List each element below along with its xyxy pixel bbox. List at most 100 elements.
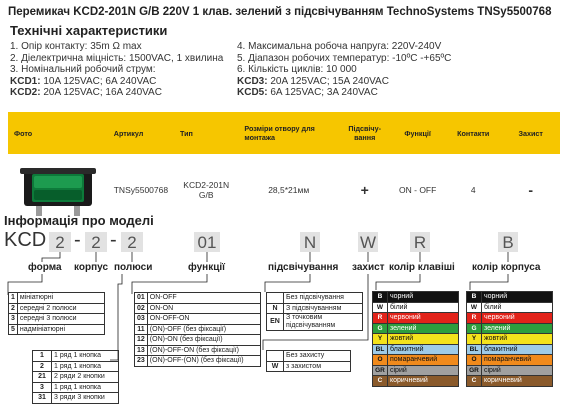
value-cell: 3 ряди 3 кнопки [51,392,119,404]
key-color-name: чорний [387,291,459,303]
body-color-swatch: W [466,301,482,313]
value-cell: ON-OFF [146,292,261,304]
spec-line: 1. Опір контакту: 35m Ω max [10,41,142,52]
form-table: 1 мініатюрні 2 середні 2 полюси 3 середні 3… [8,292,105,335]
body-color-swatch: R [466,312,482,324]
key-color-name: зелений [387,322,459,334]
table-row: TNSy5500768 KCD2-201N G/B 28,5*21мм + ON… [8,154,560,226]
table-row: BL блакитний [372,343,459,355]
backlight-cell: + [339,154,391,226]
code-part-body: 2 [85,232,107,252]
key-color-swatch: BL [372,343,388,355]
body-color-swatch: G [466,322,482,334]
product-photo [8,154,108,226]
col-protection: Захист [501,112,560,154]
spec-rating: KCD1: 10A 125VAC; 6A 240VAC [10,75,157,87]
key-color-name: коричневий [387,375,459,387]
key-color-swatch: GR [372,364,388,376]
value-cell: 2 ряди 2 кнопки [51,371,119,383]
spec-line: 2. Діелектрична міцність: 1500VAC, 1 хви… [10,52,224,64]
label-key-color: колір клавіші [389,262,455,273]
key-color-swatch: B [372,291,388,303]
col-backlight: Підсвічу-вання [339,112,391,154]
article-cell: TNSy5500768 [107,154,175,226]
body-color-name: білий [481,301,553,313]
code-part-protection: W [358,232,378,252]
label-poles: полюси [114,262,153,273]
code-prefix: KCD [4,229,47,251]
table-row: 3 середні 3 полюси [8,313,105,325]
key-color-name: блакитний [387,343,459,355]
key-cell: 31 [32,392,52,404]
col-article: Артикул [107,112,175,154]
key-cell: 21 [32,371,52,383]
body-color-swatch: O [466,354,482,366]
key-cell: 5 [8,323,18,335]
key-cell [266,350,284,362]
code-part-backlight: N [300,232,320,252]
label-body-color: колір корпуса [472,262,541,273]
table-row: Без підсвічування [266,292,363,304]
body-color-swatch: C [466,375,482,387]
rocker-switch-icon [19,168,96,216]
key-color-swatch: O [372,354,388,366]
body-color-name: зелений [481,322,553,334]
col-contacts: Контакти [445,112,502,154]
code-dash: - [74,229,81,251]
value-cell: (ON)-OFF (без фіксації) [146,323,261,335]
body-color-name: червоний [481,312,553,324]
spec-line: 6. Кількість циклів: 10 000 [237,64,357,75]
product-table: Фото Артикул Тип Розміри отвору для монт… [8,112,560,226]
value-cell: 1 ряд 1 кнопка [51,350,119,362]
key-color-swatch: Y [372,333,388,345]
col-type: Тип [174,112,239,154]
size-cell: 28,5*21мм [238,154,339,226]
table-row: GR сірий [466,364,553,376]
table-row: 13 (ON)-OFF-ON (без фіксації) [134,344,261,356]
value-cell: (ON)-OFF-ON (без фіксації) [146,344,261,356]
col-functions: Функції [390,112,445,154]
key-color-name: помаранчевий [387,354,459,366]
page-title: Перемикач KCD2-201N G/B 220V 1 клав. зел… [8,6,552,18]
spec-rating: KCD3: 20A 125VAC; 15A 240VAC [237,75,389,87]
specs-right: 4. Максимальна робоча напруга: 220V-240V… [237,41,451,99]
type-cell: KCD2-201N G/B [174,154,239,226]
protection-cell: - [501,154,560,226]
label-backlight: підсвічування [268,262,339,273]
body-color-name: чорний [481,291,553,303]
key-color-swatch: C [372,375,388,387]
table-row: 23 (ON)-OFF-(ON) (без фіксації) [134,355,261,367]
table-row: EN З точковим підсвічуванням [266,313,363,331]
spec-line: 5. Діапазон робочих температур: -10ºC -+… [237,52,452,64]
key-color-name: сірий [387,364,459,376]
value-cell: З точковим підсвічуванням [283,313,363,331]
table-row: 5 надмініатюрні [8,323,105,335]
value-cell: надмініатюрні [16,323,105,335]
value-cell: ON-OFF-ON [146,313,261,325]
table-row: 12 (ON)-ON (без фіксації) [134,334,261,346]
code-dash: - [110,229,117,251]
key-cell: W [266,360,284,372]
value-cell: середні 3 полюси [16,313,105,325]
key-cell: 13 [134,344,148,356]
table-row: 03 ON-OFF-ON [134,313,261,325]
spec-line: 3. Номінальний робочий струм: [10,64,156,75]
